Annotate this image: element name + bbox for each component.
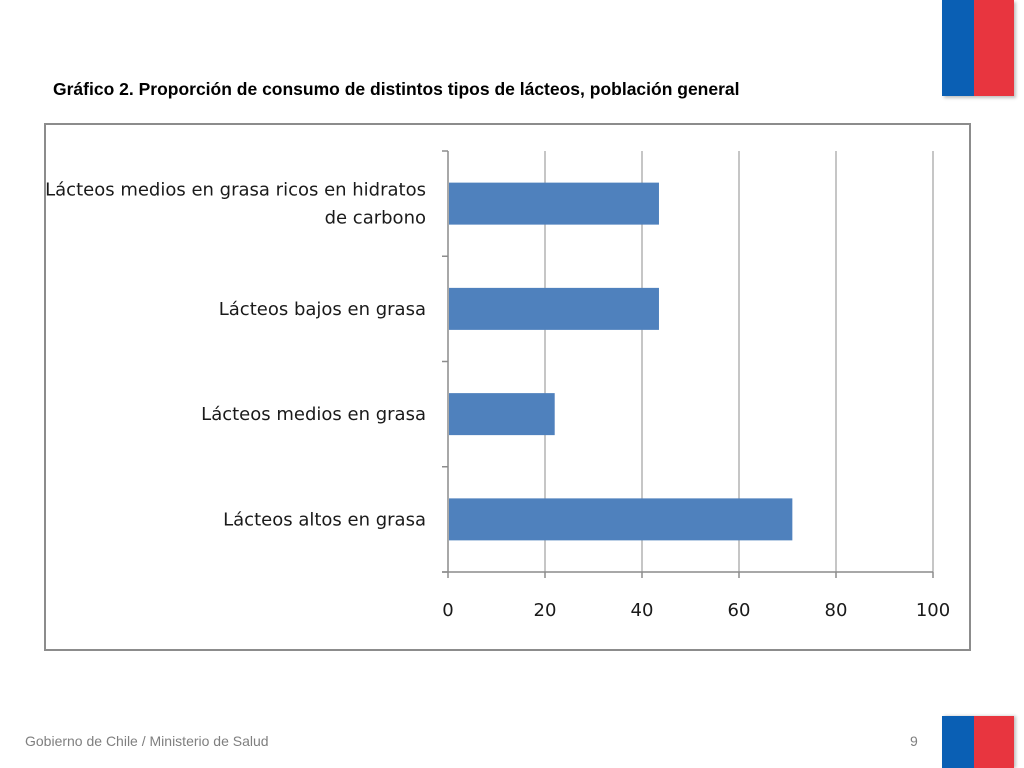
chile-flag-top <box>942 0 1014 96</box>
category-label: Lácteos altos en grasa <box>223 509 426 530</box>
x-tick-label: 0 <box>442 600 453 621</box>
x-tick-label: 20 <box>534 600 557 621</box>
bar <box>449 498 793 541</box>
chile-flag-bottom <box>942 716 1014 768</box>
x-tick-label: 60 <box>728 600 751 621</box>
bar-chart: 0 20 40 60 80 100 Lácteos medios en grasa rico… <box>46 150 950 621</box>
chart-frame: 0 20 40 60 80 100 Lácteos medios en grasa rico… <box>44 123 971 651</box>
page-number: 9 <box>910 733 918 749</box>
x-tick-label: 40 <box>631 600 654 621</box>
category-label: Lácteos medios en grasa ricos en hidrato… <box>46 180 426 201</box>
flag-blue-stripe <box>942 0 974 96</box>
flag-red-stripe <box>974 716 1014 768</box>
category-label: Lácteos bajos en grasa <box>219 299 426 320</box>
x-tick-label: 80 <box>825 600 848 621</box>
flag-blue-stripe <box>942 716 974 768</box>
bar <box>449 393 555 436</box>
bar <box>449 287 659 330</box>
category-label: de carbono <box>325 208 426 229</box>
x-tick-label: 100 <box>916 600 950 621</box>
slide-title: Gráfico 2. Proporción de consumo de dist… <box>53 79 740 99</box>
footer-text: Gobierno de Chile / Ministerio de Salud <box>25 733 269 749</box>
category-label: Lácteos medios en grasa <box>201 404 426 425</box>
flag-red-stripe <box>974 0 1014 96</box>
bar <box>449 182 659 225</box>
